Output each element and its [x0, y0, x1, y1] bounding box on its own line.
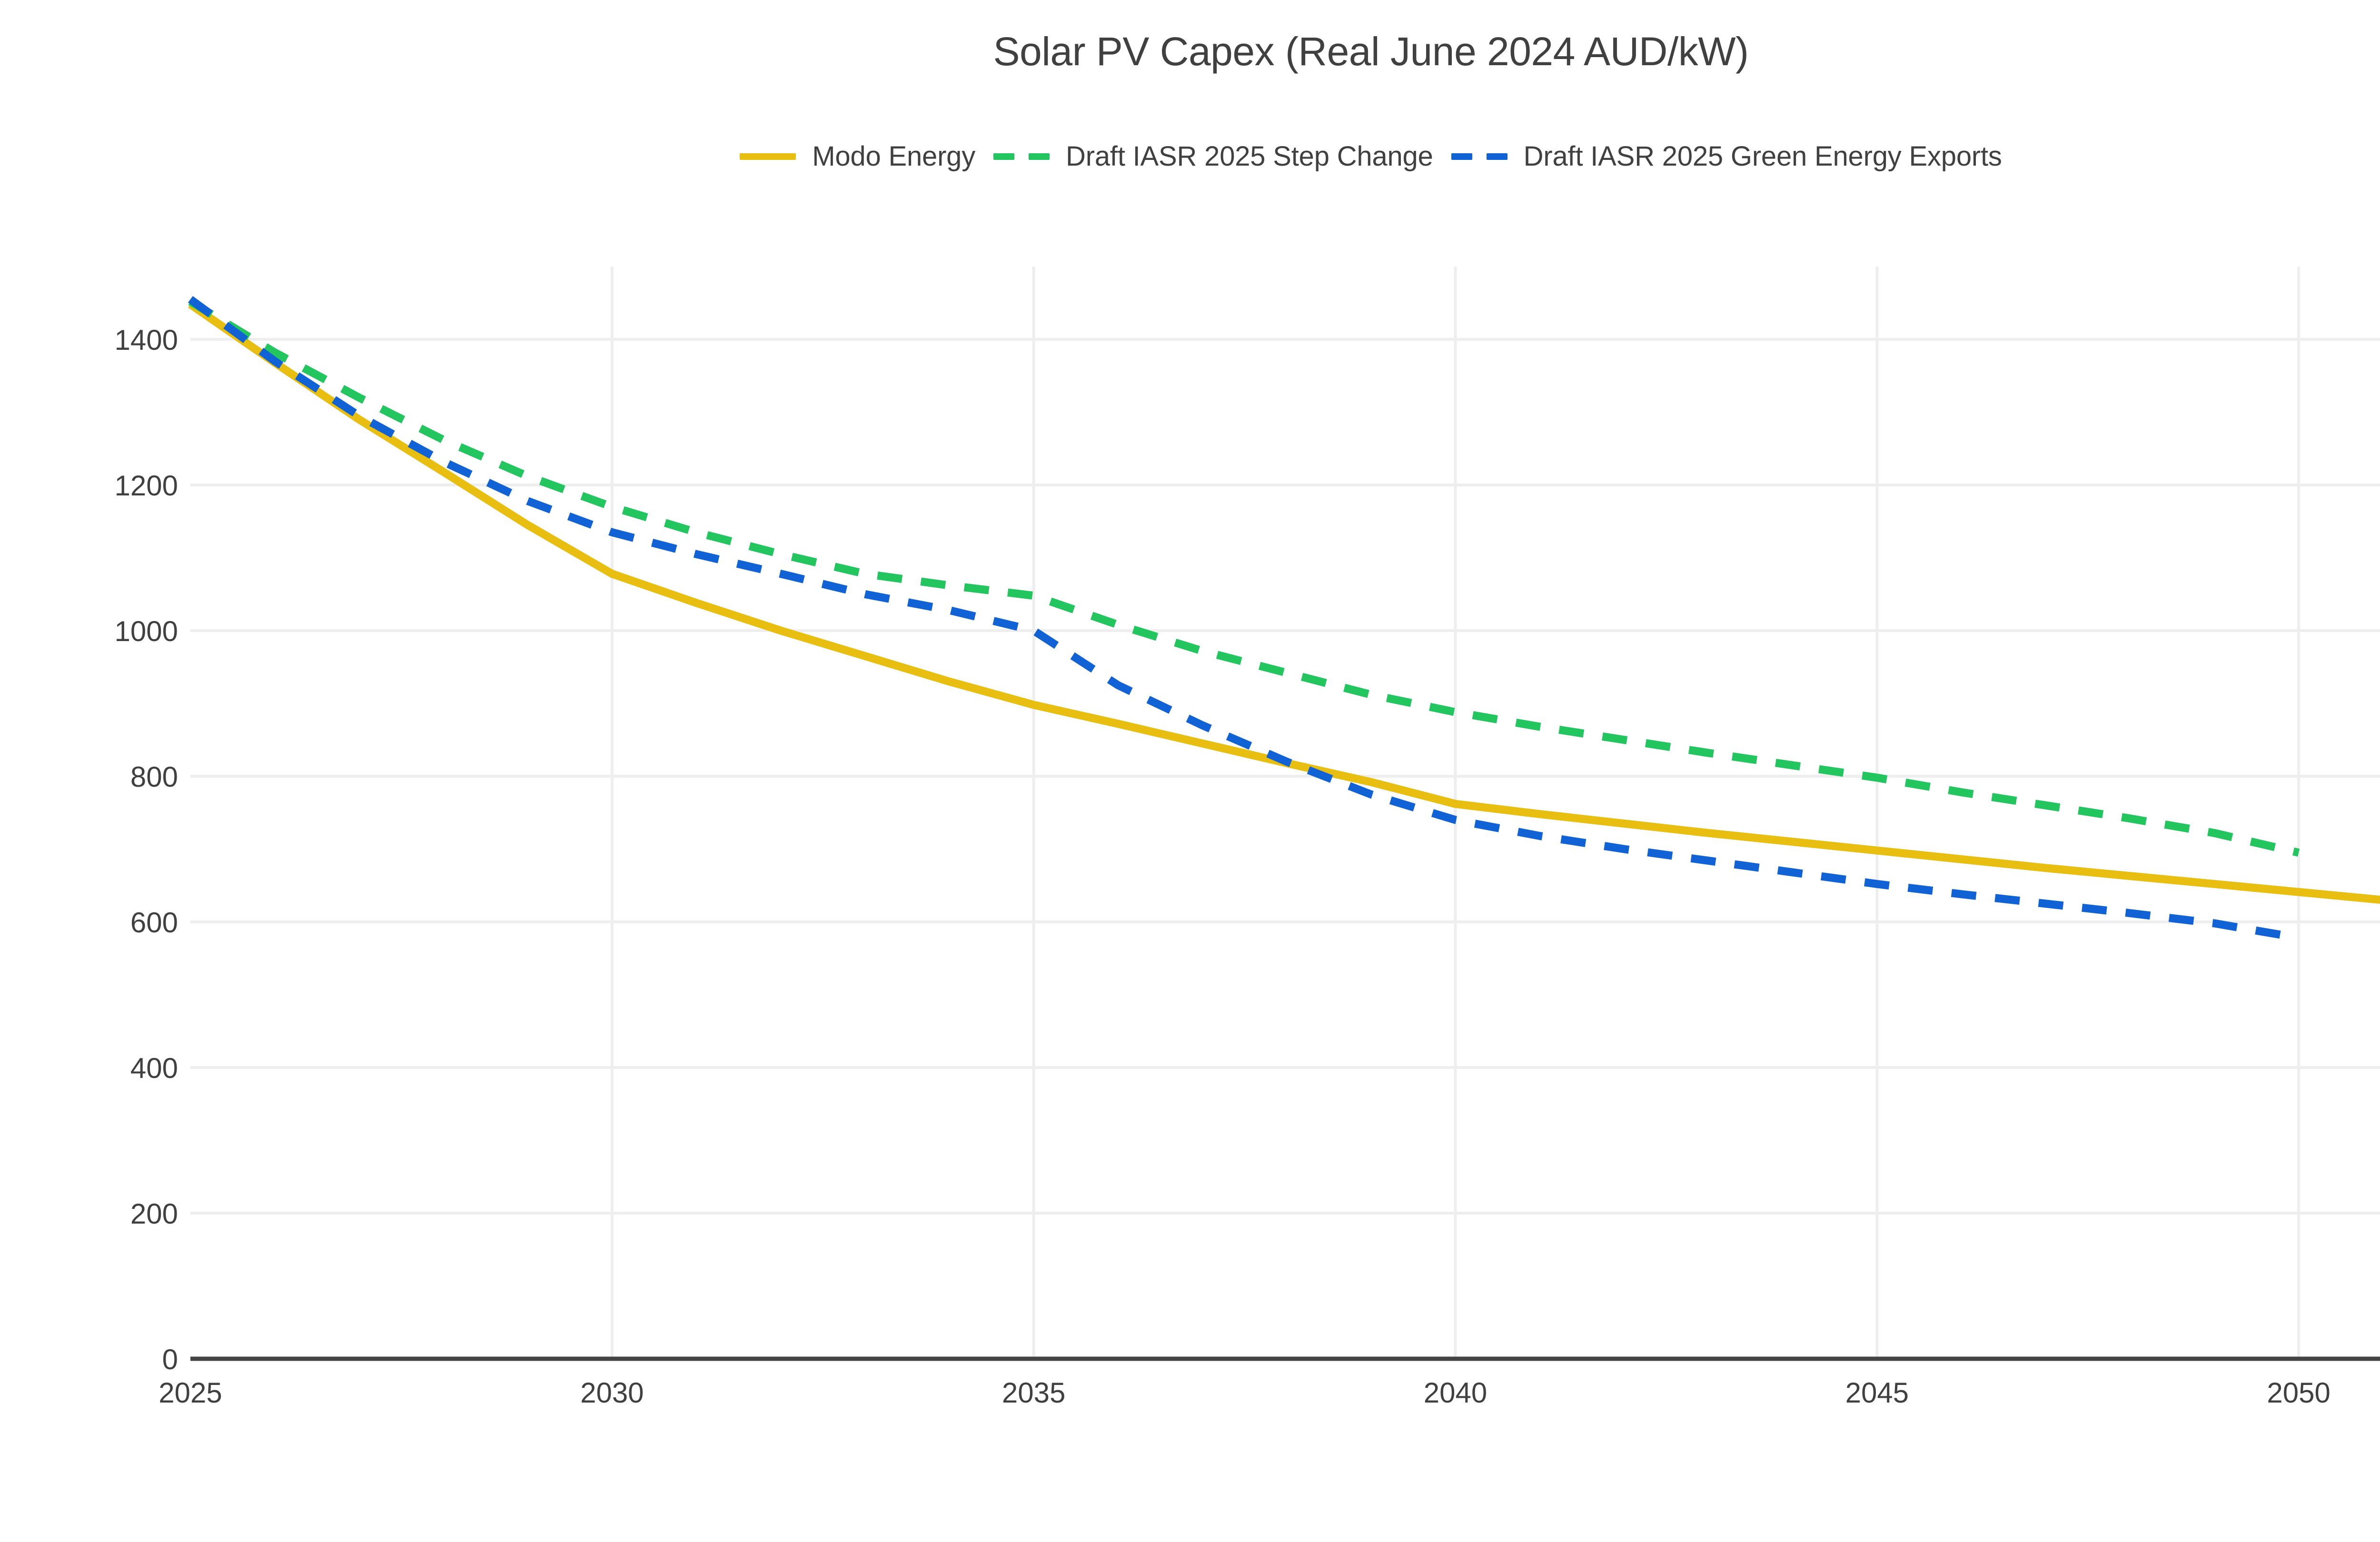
x-tick-2035: 2035	[1002, 1377, 1065, 1409]
series-paths	[188, 296, 2380, 942]
y-tick-1400: 1400	[115, 324, 178, 356]
y-tick-800: 800	[130, 761, 178, 793]
x-tick-2050: 2050	[2267, 1377, 2330, 1409]
page-title: Solar PV Capex (Real June 2024 AUD/kW)	[993, 29, 1749, 74]
y-tick-0: 0	[162, 1344, 178, 1375]
legend-swatch-0-icon	[740, 153, 796, 160]
y-axis-tick-labels: 0 200 400 600 800 1000 1200 1400	[115, 324, 178, 1375]
x-tick-2025: 2025	[159, 1377, 222, 1409]
legend-item-1[interactable]: Draft IASR 2025 Step Change	[993, 140, 1451, 172]
y-tick-1000: 1000	[115, 615, 178, 647]
series-line-2	[188, 296, 2300, 942]
y-tick-600: 600	[130, 907, 178, 939]
legend-label-2: Draft IASR 2025 Green Energy Exports	[1523, 141, 2002, 172]
x-tick-2030: 2030	[580, 1377, 644, 1409]
legend-swatch-2-icon	[1451, 153, 1507, 160]
legend-label-0: Modo Energy	[812, 141, 976, 172]
x-tick-2040: 2040	[1424, 1377, 1487, 1409]
chart-legend: Modo Energy Draft IASR 2025 Step Change Dr…	[0, 140, 2380, 172]
x-axis-tick-labels: 2025203020352040204520502055	[159, 1377, 2330, 1409]
series-line-0	[188, 301, 2380, 904]
legend-item-2[interactable]: Draft IASR 2025 Green Energy Exports	[1451, 140, 2002, 172]
series-line-1	[188, 298, 2300, 857]
y-tick-200: 200	[130, 1198, 178, 1230]
y-tick-1200: 1200	[115, 470, 178, 502]
x-tick-2045: 2045	[1845, 1377, 1909, 1409]
legend-swatch-1-icon	[993, 153, 1050, 160]
gridlines	[190, 267, 2380, 1359]
legend-item-0[interactable]: Modo Energy	[740, 140, 993, 172]
y-tick-400: 400	[130, 1052, 178, 1084]
legend-label-1: Draft IASR 2025 Step Change	[1066, 141, 1433, 172]
